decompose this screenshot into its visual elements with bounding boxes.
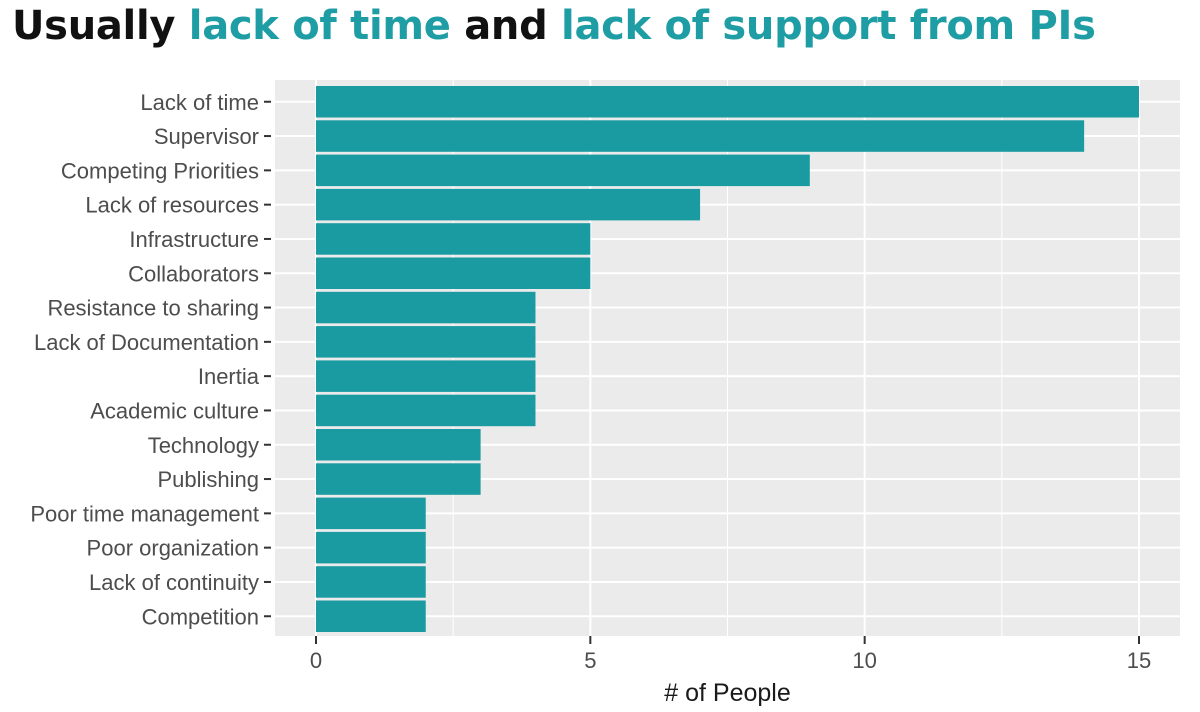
bar: [316, 600, 426, 632]
y-tick-label: Resistance to sharing: [47, 296, 259, 321]
y-tick-label: Poor time management: [30, 501, 259, 526]
bars: [316, 86, 1139, 632]
y-tick-label: Technology: [148, 433, 259, 458]
bar: [316, 86, 1139, 118]
bar: [316, 566, 426, 598]
y-tick-label: Inertia: [198, 364, 260, 389]
headline-accent-lack-of-time: lack of time: [188, 3, 451, 49]
y-tick-label: Competing Priorities: [61, 158, 259, 183]
x-axis: 0 5 10 15: [310, 636, 1151, 673]
x-tick-label: 10: [852, 648, 876, 673]
y-tick-label: Academic culture: [90, 398, 259, 423]
x-tick-label: 15: [1127, 648, 1151, 673]
bar: [316, 154, 810, 187]
bar: [316, 291, 536, 324]
y-tick-label: Publishing: [157, 467, 259, 492]
bar: [316, 531, 426, 564]
headline: Usually lack of time and lack of support…: [12, 0, 1096, 52]
x-axis-title: # of People: [664, 679, 791, 707]
y-tick-label: Lack of time: [140, 90, 259, 115]
bar: [316, 188, 701, 221]
bar: [316, 120, 1085, 152]
bar: [316, 257, 591, 289]
x-tick-label: 0: [310, 648, 322, 673]
bar: [316, 429, 481, 461]
bar: [316, 394, 536, 427]
y-tick-label: Lack of resources: [85, 193, 259, 218]
bar: [316, 463, 481, 495]
bar: [316, 497, 426, 530]
y-tick-label: Poor organization: [87, 536, 259, 561]
bar: [316, 360, 536, 392]
y-tick-label: Lack of continuity: [89, 570, 259, 595]
y-tick-label: Supervisor: [154, 124, 259, 149]
y-tick-label: Collaborators: [128, 261, 259, 286]
x-tick-label: 5: [584, 648, 596, 673]
y-tick-label: Lack of Documentation: [34, 330, 259, 355]
bar: [316, 326, 536, 358]
y-axis: Lack of time Supervisor Competing Prioriti…: [30, 90, 271, 629]
y-tick-label: Competition: [142, 604, 259, 629]
headline-part-1: Usually: [12, 3, 189, 49]
y-tick-label: Infrastructure: [129, 227, 259, 252]
headline-part-3: and: [450, 3, 562, 49]
headline-accent-lack-of-support: lack of support from PIs: [561, 3, 1096, 49]
bar: [316, 223, 591, 255]
